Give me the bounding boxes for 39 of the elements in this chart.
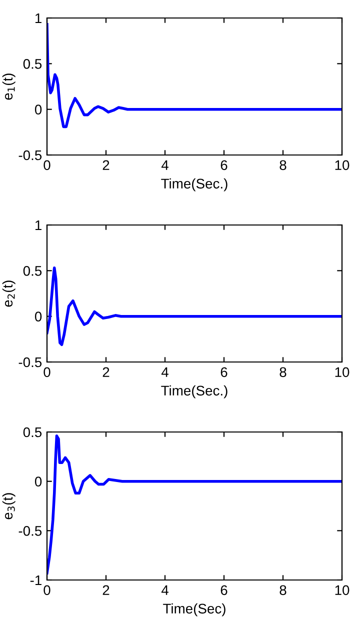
y-tick-label: -1: [30, 575, 42, 586]
x-tick-label: 8: [280, 160, 286, 170]
line-series: [47, 266, 342, 346]
x-tick-label: 0: [44, 367, 50, 378]
x-tick-label: 8: [280, 367, 286, 378]
x-tick-label: 4: [161, 367, 168, 377]
y-tick-label: -0.5: [18, 150, 42, 160]
x-tick-label: 2: [102, 367, 110, 377]
line-series: [47, 434, 342, 574]
x-axis-title: Time(Sec.): [161, 178, 228, 192]
y-tick-label: 0: [34, 104, 42, 115]
y-axis-title: e$_{2}$(t): [2, 280, 16, 307]
x-tick-label: 8: [280, 585, 286, 596]
y-tick-label: -0.5: [18, 526, 42, 536]
y-tick-label: 1: [35, 13, 42, 24]
x-tick-label: 4: [161, 160, 168, 170]
x-tick-label: 10: [335, 367, 350, 378]
x-tick-label: 6: [220, 160, 228, 170]
y-tick-label: 0.5: [23, 427, 42, 438]
x-axis-title: Time(Sec): [163, 603, 226, 616]
x-tick-label: 4: [161, 585, 168, 595]
x-tick-label: 2: [102, 585, 110, 595]
y-tick-label: 0: [34, 476, 42, 487]
x-tick-label: 0: [44, 585, 50, 596]
line-series: [47, 23, 342, 128]
y-tick-label: 0.5: [23, 59, 42, 69]
x-tick-label: 6: [220, 367, 228, 378]
y-tick-label: 0.5: [23, 266, 42, 276]
x-tick-label: 10: [335, 585, 350, 596]
y-tick-label: 0: [34, 312, 42, 322]
y-tick-label: -0.5: [18, 357, 42, 368]
x-axis-title: Time(Sec.): [161, 385, 228, 398]
x-tick-label: 0: [44, 160, 50, 170]
y-axis-title: e$_{1}$(t): [2, 74, 16, 100]
x-tick-label: 10: [335, 160, 350, 170]
x-tick-label: 6: [220, 585, 228, 596]
x-tick-label: 2: [102, 160, 110, 170]
y-tick-label: 1: [35, 220, 42, 230]
y-axis-title: e$_{3}$(t): [2, 493, 16, 520]
